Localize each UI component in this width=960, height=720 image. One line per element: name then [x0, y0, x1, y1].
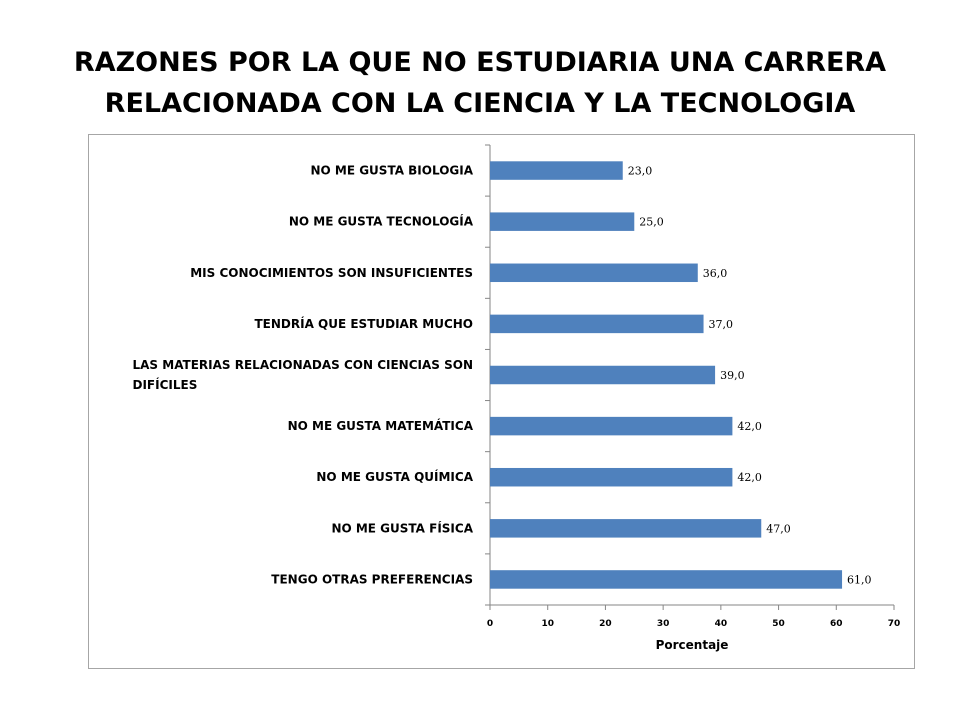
bar [490, 467, 733, 487]
bar [490, 314, 704, 334]
title-line-2: RELACIONADA CON LA CIENCIA Y LA TECNOLOG… [104, 88, 856, 119]
page-title: RAZONES POR LA QUE NO ESTUDIARIA UNA CAR… [0, 42, 960, 124]
data-label: 47,0 [766, 522, 791, 535]
x-tick-label: 0 [487, 619, 493, 629]
bar [490, 212, 635, 231]
bar [490, 570, 843, 589]
bar [490, 263, 698, 283]
x-tick-label: 70 [888, 619, 901, 629]
title-line-1: RAZONES POR LA QUE NO ESTUDIARIA UNA CAR… [73, 47, 887, 78]
x-tick-label: 30 [657, 619, 670, 629]
data-label: 61,0 [847, 573, 872, 586]
x-tick-label: 50 [772, 619, 785, 629]
data-label: 42,0 [737, 471, 762, 484]
category-label: NO ME GUSTA TECNOLOGÍA [289, 214, 474, 229]
data-label: 25,0 [639, 216, 664, 229]
data-label: 42,0 [737, 420, 762, 433]
category-label: LAS MATERIAS RELACIONADAS CON CIENCIAS S… [133, 358, 474, 392]
category-label: NO ME GUSTA FÍSICA [331, 520, 473, 535]
category-label: MIS CONOCIMIENTOS SON INSUFICIENTES [190, 266, 473, 280]
bar [490, 161, 623, 180]
x-tick-label: 40 [715, 619, 728, 629]
x-tick-label: 60 [830, 619, 843, 629]
category-label: NO ME GUSTA BIOLOGIA [310, 164, 473, 178]
category-label: NO ME GUSTA QUÍMICA [316, 469, 473, 484]
category-label: NO ME GUSTA MATEMÁTICA [288, 418, 474, 433]
plot-area: 0 10 20 30 40 50 60 70 23,0 NO ME GUSTA BIOLOGIA 2… [133, 144, 901, 629]
category-label: TENGO OTRAS PREFERENCIAS [271, 572, 473, 586]
category-label: TENDRÍA QUE ESTUDIAR MUCHO [254, 316, 473, 331]
data-label: 23,0 [628, 165, 653, 178]
bar [490, 519, 762, 538]
x-tick-label: 20 [599, 619, 612, 629]
x-tick-label: 10 [541, 619, 554, 629]
data-label: 36,0 [703, 267, 728, 280]
bar [490, 416, 733, 436]
x-axis-title: Porcentaje [656, 638, 729, 652]
data-label: 37,0 [709, 318, 734, 331]
bar [490, 365, 716, 385]
data-label: 39,0 [720, 369, 745, 382]
